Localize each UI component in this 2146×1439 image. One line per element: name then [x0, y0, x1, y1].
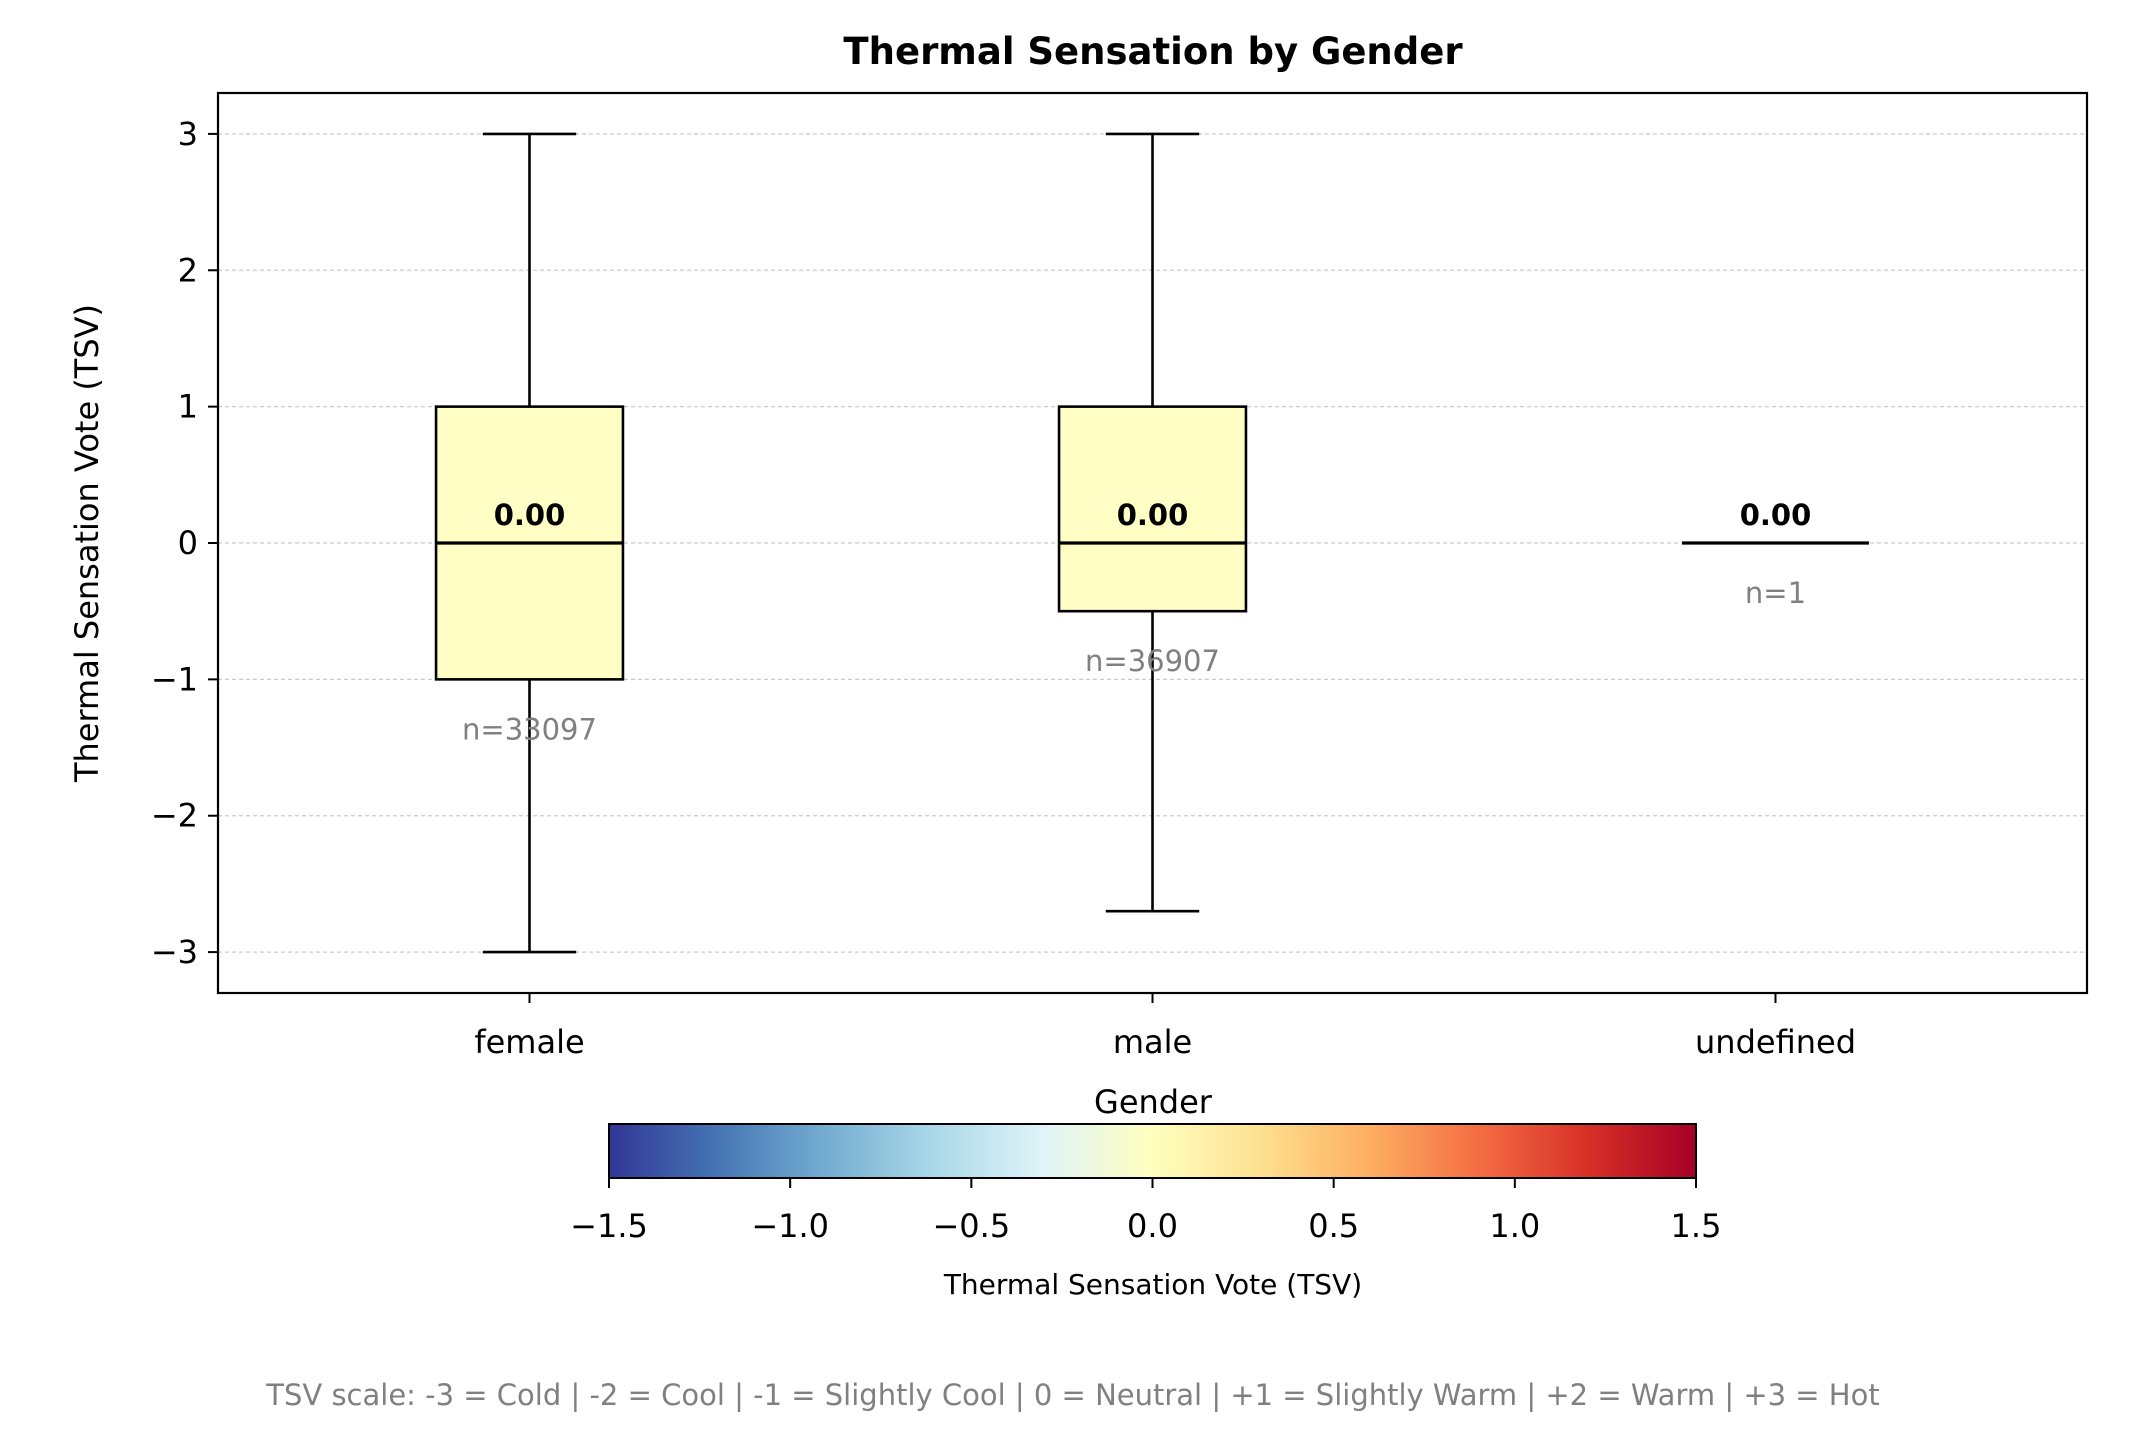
colorbar: −1.5 −1.0 −0.5 0.0 0.5 1.0 1.5 Thermal Sensati…	[570, 1123, 1721, 1301]
box-undefined: 0.00 n=1	[1682, 498, 1869, 610]
colorbar-tick-label: 0.0	[1127, 1207, 1178, 1245]
colorbar-tick-label: 1.5	[1671, 1207, 1722, 1245]
y-tick-label: −1	[151, 660, 198, 698]
y-tick-label: −2	[151, 797, 198, 835]
colorbar-gradient	[608, 1123, 1697, 1179]
colorbar-tick-label: 1.0	[1489, 1207, 1540, 1245]
x-tick-label: undefined	[1695, 1023, 1856, 1061]
x-tick-label: female	[474, 1023, 584, 1061]
x-axis: female male undefined	[474, 993, 1856, 1061]
x-tick-label: male	[1113, 1023, 1192, 1061]
colorbar-tick-label: −1.5	[570, 1207, 648, 1245]
y-tick-label: 2	[178, 251, 198, 289]
box-female: 0.00 n=33097	[434, 132, 625, 954]
x-axis-label: Gender	[1094, 1083, 1213, 1121]
colorbar-label: Thermal Sensation Vote (TSV)	[943, 1268, 1362, 1301]
median-label: 0.00	[494, 498, 566, 532]
y-axis-label: Thermal Sensation Vote (TSV)	[68, 304, 106, 783]
median-label: 0.00	[1117, 498, 1189, 532]
colorbar-tick-label: 0.5	[1308, 1207, 1359, 1245]
y-tick-label: 3	[178, 115, 198, 153]
colorbar-tick-label: −0.5	[932, 1207, 1010, 1245]
box-male: 0.00 n=36907	[1057, 132, 1248, 913]
count-label: n=33097	[462, 712, 597, 746]
colorbar-ticks: −1.5 −1.0 −0.5 0.0 0.5 1.0 1.5	[570, 1178, 1721, 1245]
count-label: n=1	[1745, 576, 1806, 610]
count-label: n=36907	[1085, 644, 1220, 678]
y-tick-label: 1	[178, 388, 198, 426]
chart-title: Thermal Sensation by Gender	[843, 30, 1463, 73]
iqr-box	[1057, 405, 1248, 613]
median-label: 0.00	[1740, 498, 1812, 532]
y-tick-label: 0	[178, 524, 198, 562]
y-axis: 3 2 1 0 −1 −2 −3	[151, 115, 218, 971]
colorbar-tick-label: −1.0	[751, 1207, 829, 1245]
box-plots: 0.00 n=33097 0.00 n=36907 0.00 n=1	[434, 132, 1869, 954]
y-tick-label: −3	[151, 933, 198, 971]
tsv-scale-footnote: TSV scale: -3 = Cold | -2 = Cool | -1 = …	[265, 1378, 1879, 1412]
